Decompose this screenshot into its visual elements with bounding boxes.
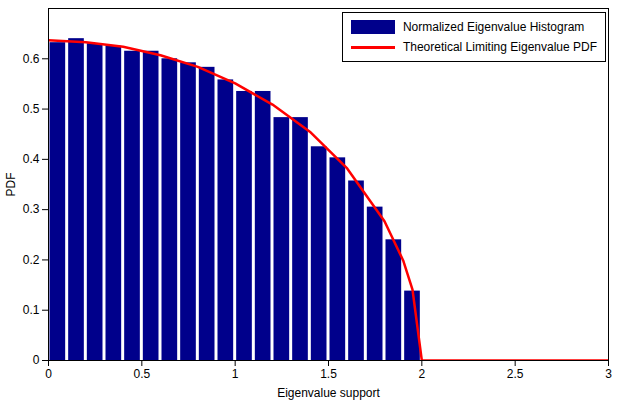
svg-text:2.5: 2.5 — [507, 367, 524, 381]
svg-text:PDF: PDF — [4, 173, 18, 197]
svg-text:0: 0 — [45, 367, 52, 381]
svg-text:0.6: 0.6 — [23, 52, 40, 66]
html-text:Normalized Eigenvalue Histogra: Normalized Eigenvalue Histogram — [402, 20, 585, 34]
svg-text:2: 2 — [418, 367, 425, 381]
svg-text:0.2: 0.2 — [23, 253, 40, 267]
svg-text:1: 1 — [232, 367, 239, 381]
svg-text:0: 0 — [33, 353, 40, 367]
svg-text:0.4: 0.4 — [23, 152, 40, 166]
svg-text:0.5: 0.5 — [133, 367, 150, 381]
html-text:Theoretical Limiting Eigenvalu: Theoretical Limiting Eigenvalue PDF — [402, 40, 597, 54]
svg-text:0.5: 0.5 — [23, 102, 40, 116]
svg-text:1.5: 1.5 — [320, 367, 337, 381]
svg-text:Eigenvalue support: Eigenvalue support — [277, 386, 380, 400]
svg-text:0.1: 0.1 — [23, 303, 40, 317]
svg-text:3: 3 — [605, 367, 612, 381]
svg-text:0.3: 0.3 — [23, 202, 40, 216]
